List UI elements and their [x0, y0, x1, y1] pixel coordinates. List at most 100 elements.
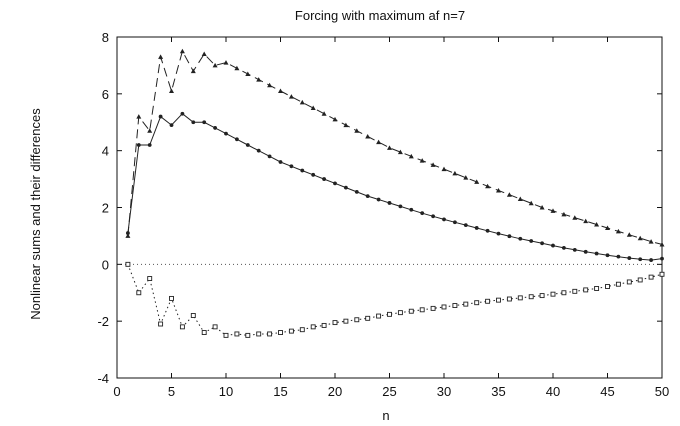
- data-point-square: [506, 296, 512, 302]
- data-point-circle: [191, 120, 196, 125]
- series-circle: [126, 111, 664, 262]
- y-tick-label: 4: [102, 144, 109, 159]
- data-point-square: [365, 315, 371, 321]
- data-point-circle: [463, 223, 468, 228]
- data-point-triangle: [387, 145, 392, 150]
- data-point-triangle: [321, 111, 327, 116]
- data-point-square: [245, 332, 251, 338]
- data-point-square: [158, 321, 164, 327]
- data-point-triangle: [125, 233, 131, 238]
- data-point-triangle: [594, 222, 600, 227]
- series-group: [125, 48, 665, 338]
- y-tick-label: 0: [102, 257, 109, 272]
- y-tick-label: 6: [102, 87, 109, 102]
- data-point-square: [397, 310, 403, 316]
- data-point-circle: [540, 241, 544, 246]
- data-point-triangle: [463, 175, 469, 180]
- data-point-circle: [660, 256, 664, 261]
- data-point-triangle: [354, 128, 360, 133]
- data-point-square: [310, 324, 316, 330]
- series-line-triangle: [127, 49, 663, 245]
- data-point-circle: [398, 204, 403, 209]
- data-point-circle: [136, 143, 141, 147]
- data-point-triangle: [528, 200, 534, 206]
- x-tick-label: 45: [600, 384, 614, 399]
- x-tick-label: 0: [113, 384, 120, 399]
- data-point-square: [441, 304, 447, 310]
- y-axis-title: Nonlinear sums and their differences: [28, 108, 43, 320]
- data-point-square: [234, 331, 240, 337]
- x-tick-label: 25: [382, 384, 396, 399]
- data-point-square: [332, 320, 338, 326]
- data-point-square: [267, 331, 273, 337]
- data-point-circle: [245, 143, 250, 147]
- data-point-triangle: [485, 183, 491, 189]
- data-point-triangle: [223, 60, 229, 65]
- data-point-triangle: [201, 51, 207, 57]
- data-point-triangle: [397, 149, 403, 155]
- data-point-triangle: [583, 218, 589, 224]
- data-point-square: [528, 294, 534, 300]
- data-point-circle: [649, 258, 653, 262]
- data-point-triangle: [496, 187, 501, 193]
- data-point-circle: [474, 226, 479, 230]
- data-point-triangle: [299, 99, 305, 105]
- data-point-circle: [147, 143, 152, 147]
- x-tick-label: 40: [546, 384, 560, 399]
- data-point-circle: [409, 207, 414, 212]
- data-point-square: [190, 313, 196, 318]
- data-point-square: [136, 290, 142, 296]
- data-point-circle: [365, 194, 370, 199]
- data-point-square: [550, 291, 556, 297]
- data-point-triangle: [147, 128, 153, 133]
- data-point-circle: [572, 247, 577, 252]
- data-point-circle: [507, 234, 512, 239]
- data-point-circle: [485, 228, 490, 233]
- data-point-triangle: [158, 54, 164, 59]
- data-point-square: [561, 290, 567, 296]
- data-point-triangle: [234, 65, 240, 71]
- data-point-triangle: [365, 133, 371, 139]
- series-line-circle: [127, 113, 663, 261]
- data-point-circle: [420, 211, 425, 216]
- data-point-triangle: [637, 235, 643, 241]
- data-point-circle: [289, 164, 294, 169]
- y-tick-label: -4: [97, 371, 109, 386]
- data-point-triangle: [343, 122, 349, 128]
- data-point-triangle: [648, 239, 654, 244]
- data-point-triangle: [539, 205, 545, 210]
- data-point-square: [278, 330, 283, 335]
- data-point-square: [615, 281, 621, 287]
- data-point-triangle: [430, 162, 436, 167]
- data-point-triangle: [572, 215, 578, 220]
- data-point-triangle: [169, 88, 174, 93]
- data-point-circle: [376, 197, 381, 202]
- data-point-circle: [235, 137, 239, 142]
- data-point-circle: [627, 256, 632, 260]
- data-point-circle: [126, 231, 130, 235]
- data-point-circle: [562, 245, 566, 250]
- data-point-circle: [278, 160, 283, 164]
- data-point-triangle: [288, 94, 294, 99]
- data-point-circle: [300, 168, 305, 173]
- data-point-circle: [616, 254, 621, 259]
- data-point-triangle: [561, 211, 567, 217]
- data-point-square: [594, 286, 600, 291]
- data-point-square: [179, 324, 185, 330]
- series-square: [125, 261, 665, 338]
- x-tick-label: 15: [273, 384, 287, 399]
- data-point-circle: [169, 123, 174, 127]
- data-point-square: [648, 274, 654, 280]
- series-triangle: [125, 48, 665, 247]
- data-point-triangle: [506, 192, 512, 197]
- y-tick-label: -2: [97, 314, 109, 329]
- data-point-circle: [529, 239, 534, 243]
- data-point-triangle: [441, 166, 447, 172]
- data-point-square: [496, 297, 501, 303]
- data-point-circle: [322, 177, 326, 181]
- data-point-square: [288, 328, 294, 334]
- data-point-triangle: [267, 82, 273, 88]
- data-point-square: [517, 295, 523, 301]
- data-point-circle: [518, 236, 523, 241]
